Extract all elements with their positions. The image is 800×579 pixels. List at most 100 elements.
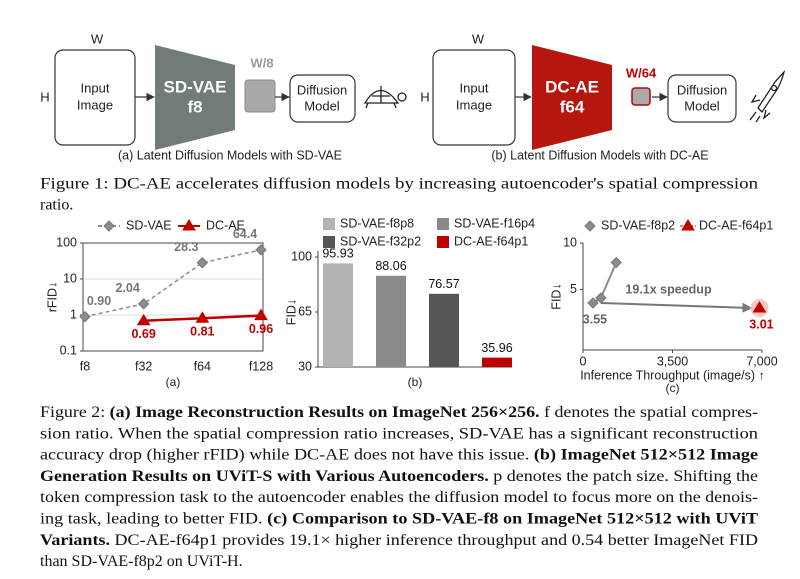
caption-text: sion ratio. When the spatial compression… [40, 425, 758, 442]
model-label: Diffusion [297, 82, 347, 97]
data-label: 3.01 [749, 317, 773, 331]
model-box [289, 74, 356, 123]
x-tick-label: f8 [80, 359, 90, 373]
legend-swatch [437, 218, 449, 230]
legend-marker [103, 220, 115, 232]
legend-label: SD-VAE-f16p4 [454, 216, 535, 230]
marker [752, 301, 767, 313]
series-line [84, 249, 262, 318]
turtle-icon [363, 86, 407, 109]
legend-swatch [437, 236, 449, 248]
data-label: 88.06 [375, 259, 406, 273]
marker [137, 298, 150, 310]
legend-swatch [323, 218, 335, 230]
plot-frame [82, 242, 264, 352]
y-tick-label: 30 [298, 359, 312, 373]
annotation-arrow [600, 302, 753, 313]
marker [610, 256, 622, 269]
model-label: Model [304, 98, 340, 113]
caption-text: Generation Results on UViT-S with Variou… [40, 468, 489, 485]
caption-text: accuracy drop (higher rFID) while DC-AE … [40, 446, 534, 463]
encoder [155, 45, 235, 150]
data-label: 0.81 [190, 325, 214, 339]
marker [587, 297, 599, 309]
chart-caption: (c) [666, 381, 680, 395]
caption-text: (c) Comparison to SD-VAE-f8 on ImageNet … [267, 510, 758, 527]
y-axis-label: rFID↓ [45, 282, 59, 313]
encoder-label: f64 [560, 97, 585, 116]
diagram-caption: (b) Latent Diffusion Models with DC-AE [491, 148, 708, 162]
marker [595, 292, 607, 304]
figure2-caption: Figure 2: (a) Image Reconstruction Resul… [40, 404, 758, 570]
legend-label: DC-AE-f64p1 [699, 218, 773, 232]
caption-text: ing task, leading to better FID. [40, 510, 267, 527]
caption-text: Variants. [40, 531, 110, 548]
data-label: 95.93 [322, 247, 353, 261]
y-tick-label: 10 [563, 235, 577, 249]
data-label: 28.3 [174, 240, 198, 254]
marker [136, 313, 151, 326]
annotation: 19.1x speedup [625, 282, 712, 296]
legend-marker [681, 219, 695, 231]
caption-line: than SD-VAE-f8p2 on UViT-H. [40, 553, 243, 570]
data-label: 76.57 [428, 277, 459, 291]
bar [482, 357, 512, 367]
encoder-label: DC-AE [545, 77, 599, 96]
encoder-label: SD-VAE [164, 77, 227, 96]
caption-line: Generation Results on UViT-S with Variou… [40, 468, 758, 485]
legend-label: SD-VAE [126, 218, 172, 232]
model-box [667, 74, 737, 123]
x-tick-label: f32 [135, 359, 152, 373]
legend-label: DC-AE [206, 218, 245, 232]
caption-line: token compression task to the autoencode… [40, 489, 758, 506]
marker [254, 308, 268, 321]
legend-marker [584, 220, 596, 232]
bar [376, 275, 406, 367]
marker [79, 310, 91, 323]
data-label: 2.04 [115, 281, 139, 295]
data-label: 0.96 [249, 322, 273, 336]
bar [429, 293, 459, 367]
caption-text: p denotes the patch size. Shifting the [489, 468, 758, 485]
legend-swatch [323, 236, 335, 248]
y-tick-label: 0.1 [60, 343, 77, 357]
marker [195, 311, 210, 323]
figure-caption: Figure 1: DC-AE accelerates diffusion mo… [40, 176, 758, 193]
y-tick-label: 65 [298, 304, 312, 318]
model-label: Diffusion [677, 82, 727, 97]
caption-line: sion ratio. When the spatial compression… [40, 425, 758, 442]
caption-line: accuracy drop (higher rFID) while DC-AE … [40, 446, 758, 463]
data-label: 0.69 [131, 327, 155, 341]
caption-text: (a) Image Reconstruction Results on Imag… [110, 404, 540, 421]
x-axis-label: Inference Throughput (image/s) ↑ [580, 368, 765, 382]
encoder-label: f8 [187, 97, 202, 116]
data-label: 3.55 [583, 312, 607, 326]
y-axis-label: FID↓ [549, 283, 563, 309]
encoder [532, 45, 612, 150]
chart-caption: (b) [408, 375, 423, 389]
marker [196, 257, 209, 269]
height-label: H [40, 89, 49, 104]
y-tick-label: 1 [70, 307, 77, 321]
diagram-right: W H Input Image DC-AE f64 W/64 Diffusion… [420, 31, 786, 162]
rocket-icon [749, 69, 786, 123]
y-tick-label: 10 [63, 271, 77, 285]
caption-text: token compression task to the autoencode… [40, 489, 758, 506]
input-label: Input [460, 80, 489, 95]
legend-label: DC-AE-f64p1 [454, 234, 528, 248]
latent-image [631, 87, 651, 106]
legend-label: SD-VAE-f32p2 [340, 234, 421, 248]
latent-label: W/8 [250, 55, 273, 70]
latent-label: W/64 [626, 65, 657, 80]
legend-marker [182, 219, 196, 231]
data-label: 35.96 [481, 341, 512, 355]
figure-caption: ratio. [40, 197, 73, 214]
caption-text: DC-AE-f64p1 provides 19.1× higher infere… [110, 531, 758, 548]
legend-label: SD-VAE-f8p8 [340, 216, 414, 230]
width-label: W [91, 31, 104, 46]
x-tick-label: f64 [194, 359, 211, 373]
y-axis-label: FID↓ [284, 299, 298, 325]
input-label: Image [77, 97, 113, 112]
